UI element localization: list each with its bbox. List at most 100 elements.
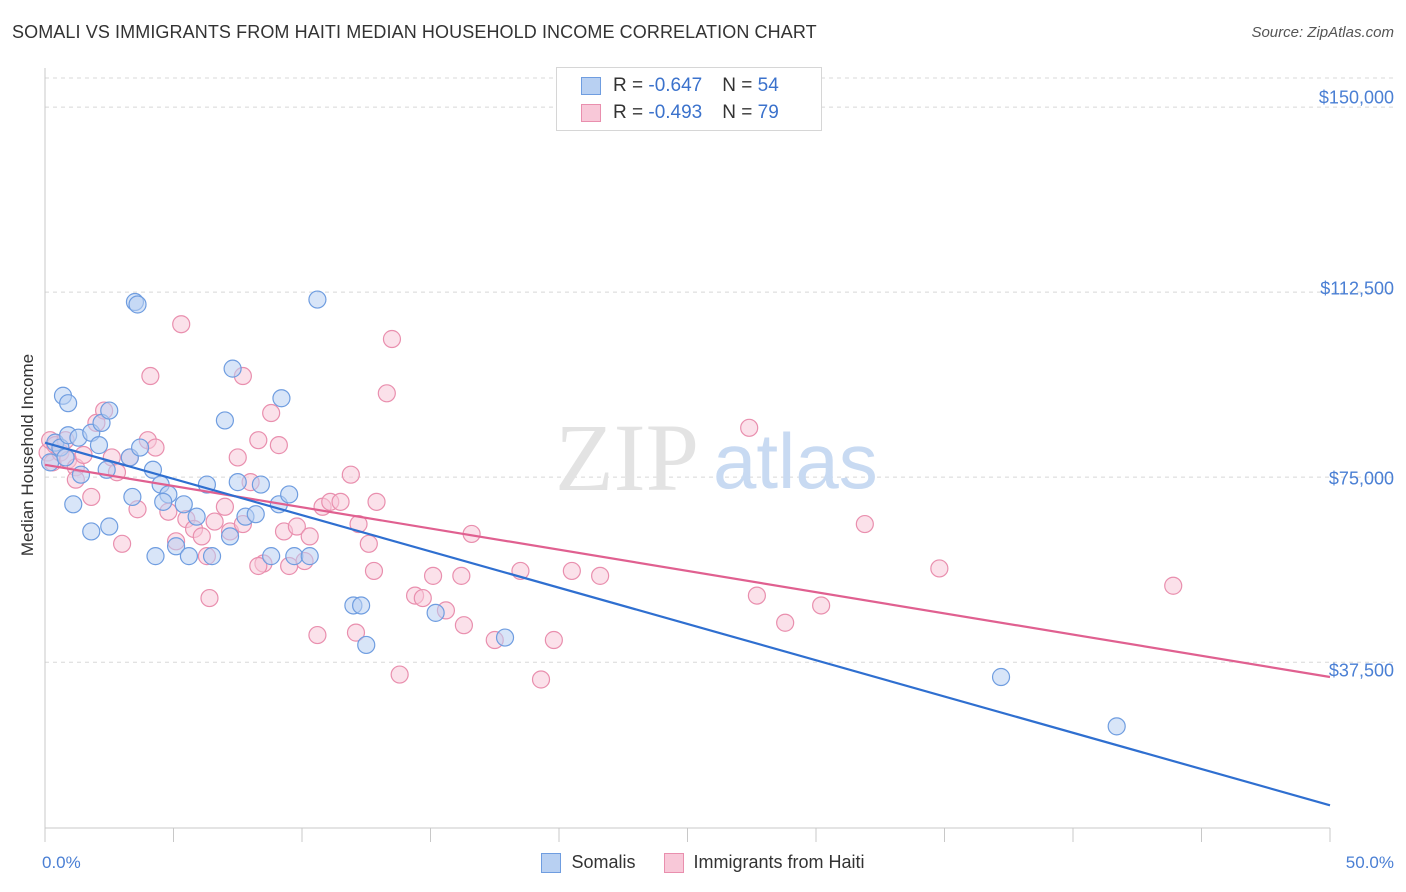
haiti-point — [747, 586, 766, 605]
somalis-point — [262, 547, 281, 566]
y-tick-label: $112,500 — [1320, 278, 1394, 299]
somalis-legend-swatch — [541, 852, 562, 873]
x-tick-label-min: 0.0% — [42, 853, 81, 872]
somalis-point — [187, 507, 206, 526]
haiti-point — [269, 436, 288, 455]
somalis-point — [228, 473, 247, 492]
haiti-trend-line — [44, 463, 1331, 679]
haiti-point — [172, 315, 191, 334]
haiti-point — [287, 517, 306, 536]
legend-item-somalis[interactable]: Somalis — [541, 852, 636, 873]
somalis-point — [41, 453, 60, 472]
x-tick-label-max: 50.0% — [1345, 853, 1394, 872]
somalis-point — [59, 394, 78, 413]
n-value: 54 — [757, 75, 779, 96]
haiti-point — [454, 616, 474, 635]
haiti-point — [423, 566, 443, 585]
haiti-point — [452, 566, 471, 585]
haiti-point — [146, 438, 165, 457]
y-tick-label: $150,000 — [1318, 87, 1394, 108]
haiti-point — [205, 512, 224, 531]
legend-label-somalis: Somalis — [571, 852, 636, 872]
haiti-point — [141, 366, 160, 386]
somalis-point — [223, 359, 242, 378]
somalis-point — [991, 667, 1011, 687]
somalis-point — [251, 475, 270, 494]
somalis-point — [100, 517, 119, 536]
somalis-point — [100, 401, 119, 420]
somalis-point — [280, 485, 299, 504]
haiti-point — [776, 613, 795, 632]
watermark-zip: ZIP — [555, 404, 699, 511]
haiti-point — [1164, 576, 1183, 595]
haiti-point — [812, 596, 831, 615]
somalis-point — [300, 547, 319, 566]
haiti-point — [740, 418, 759, 437]
somalis-point — [215, 411, 234, 430]
somalis-point — [495, 628, 515, 647]
watermark: ZIP atlas — [555, 404, 878, 511]
y-tick-label: $37,500 — [1328, 660, 1394, 681]
somalis-point — [308, 290, 327, 309]
haiti-point — [562, 561, 581, 581]
haiti-point — [346, 623, 366, 642]
somalis-point — [285, 547, 304, 566]
chart-source: Source: ZipAtlas.com — [1251, 24, 1394, 41]
haiti-point — [531, 670, 551, 689]
somalis-point — [56, 448, 75, 467]
haiti-point — [228, 448, 247, 467]
haiti-point — [377, 384, 396, 403]
somalis-point — [64, 495, 83, 514]
somalis-point — [220, 527, 240, 546]
y-tick-label: $75,000 — [1328, 468, 1394, 489]
series-somalis-points — [41, 290, 1126, 736]
somalis-swatch — [581, 77, 601, 95]
haiti-point — [300, 527, 319, 546]
haiti-point — [249, 431, 268, 450]
somalis-point — [246, 505, 265, 524]
haiti-point — [200, 588, 219, 608]
haiti-swatch — [581, 104, 601, 122]
haiti-point — [262, 403, 281, 423]
haiti-point — [112, 534, 132, 553]
haiti-point — [591, 566, 610, 585]
chart-title: SOMALI VS IMMIGRANTS FROM HAITI MEDIAN H… — [12, 22, 817, 42]
somalis-point — [1107, 717, 1126, 736]
stats-legend-somalis: R = -0.647 N = 54 — [581, 74, 779, 98]
haiti-point — [331, 492, 350, 511]
haiti-point — [215, 497, 234, 516]
haiti-point — [367, 492, 386, 511]
haiti-legend-swatch — [663, 852, 684, 873]
y-axis-label: Median Household Income — [18, 353, 37, 557]
n-label: N = — [722, 75, 758, 96]
somalis-point — [357, 635, 376, 655]
somalis-point — [89, 436, 109, 455]
somalis-point — [154, 492, 173, 511]
n-value: 79 — [757, 102, 779, 123]
somalis-point — [82, 522, 101, 541]
somalis-point — [426, 603, 445, 622]
haiti-point — [359, 534, 378, 553]
haiti-point — [82, 487, 101, 507]
haiti-point — [364, 561, 384, 581]
legend-label-haiti: Immigrants from Haiti — [693, 852, 865, 872]
haiti-point — [192, 527, 211, 546]
somalis-point — [128, 295, 147, 314]
somalis-point — [179, 547, 199, 566]
trend-lines — [44, 441, 1331, 807]
r-value: -0.647 — [648, 75, 703, 96]
somalis-point — [123, 487, 142, 507]
somalis-point — [166, 537, 186, 556]
legend-item-haiti[interactable]: Immigrants from Haiti — [663, 852, 865, 873]
haiti-point — [855, 514, 874, 534]
r-label: R = — [613, 75, 649, 96]
somalis-point — [146, 547, 165, 566]
stats-legend-haiti: R = -0.493 N = 79 — [581, 101, 779, 125]
stats-legend: R = -0.647 N = 54 R = -0.493 N = 79 — [556, 67, 822, 131]
r-value: -0.493 — [648, 102, 703, 123]
somalis-point — [272, 389, 291, 408]
haiti-point — [382, 329, 402, 349]
watermark-atlas: atlas — [713, 417, 878, 505]
somalis-point — [130, 438, 150, 457]
